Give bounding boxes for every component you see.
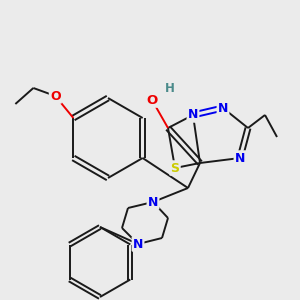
Text: N: N: [133, 238, 143, 250]
Text: N: N: [148, 196, 158, 208]
Text: N: N: [218, 101, 228, 115]
Text: O: O: [50, 89, 61, 103]
Text: N: N: [235, 152, 245, 164]
Text: S: S: [170, 161, 179, 175]
Text: H: H: [165, 82, 175, 95]
Text: N: N: [188, 109, 198, 122]
Text: O: O: [146, 94, 158, 106]
